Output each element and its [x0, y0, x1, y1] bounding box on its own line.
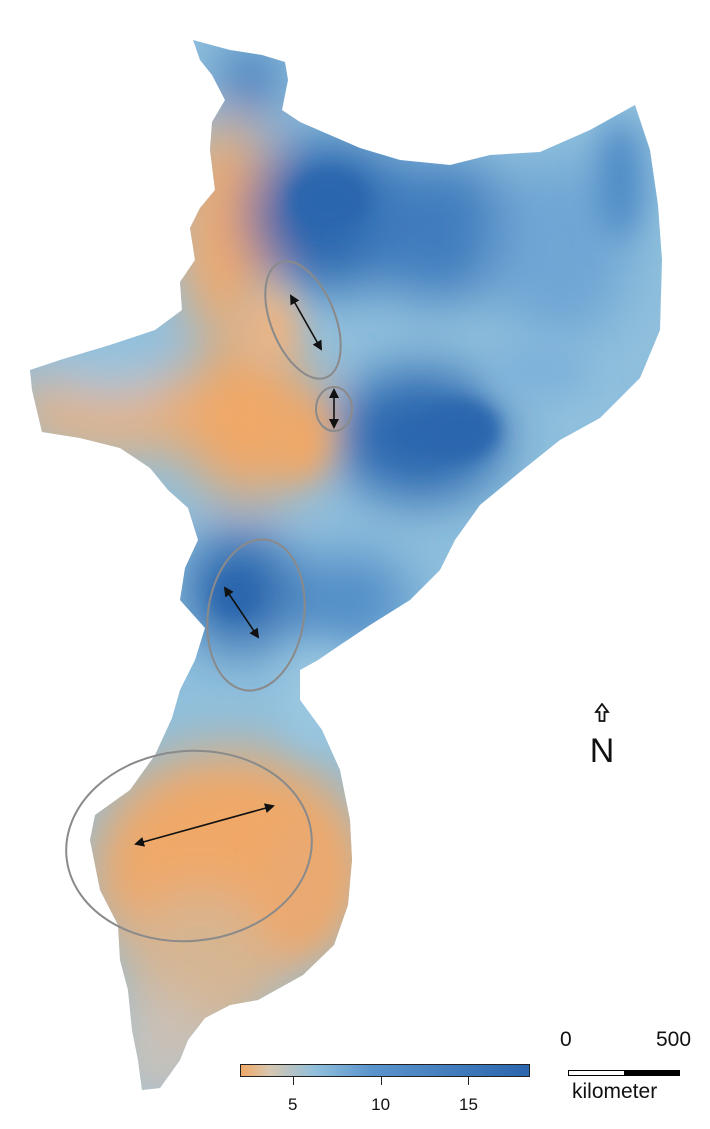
annotation-arrow	[223, 586, 260, 639]
colorbar-tick-label: 10	[371, 1095, 391, 1114]
north-arrow-icon	[594, 702, 610, 722]
colorbar-legend	[240, 1064, 530, 1077]
north-arrow: N	[580, 702, 624, 770]
annotation-ellipse	[65, 749, 313, 943]
scale-tick-start: 0	[560, 1028, 572, 1051]
colorbar-tick	[292, 1077, 294, 1085]
colorbar-tick	[468, 1077, 470, 1085]
annotation-ellipse	[264, 260, 342, 380]
colorbar-tick-label: 5	[287, 1095, 298, 1114]
annotation-arrow	[134, 803, 275, 847]
north-label: N	[589, 732, 615, 770]
scale-bar: 0 500 kilometer	[560, 1028, 700, 1103]
colorbar-tick-label: 15	[459, 1095, 478, 1114]
annotation-ellipse	[206, 538, 306, 692]
annotation-arrow	[290, 294, 322, 351]
scale-unit-label: kilometer	[572, 1080, 658, 1103]
colorbar-tick	[380, 1077, 382, 1085]
scale-tick-end: 500	[656, 1028, 692, 1051]
annotation-ellipse	[315, 386, 353, 432]
colorbar-ticks: 5 10 15	[240, 1077, 530, 1117]
scale-bar-graphic	[568, 1070, 680, 1076]
